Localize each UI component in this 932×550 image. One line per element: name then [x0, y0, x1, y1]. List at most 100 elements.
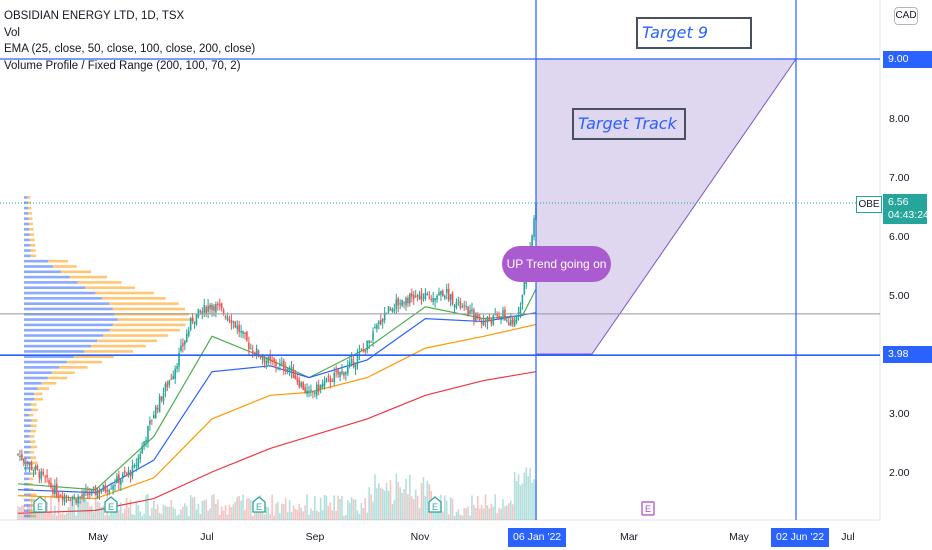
candle-body: [143, 441, 145, 446]
candle-body: [483, 320, 485, 325]
target-9-note[interactable]: Target 9: [636, 17, 752, 49]
symbol-title[interactable]: OBSIDIAN ENERGY LTD, 1D, TSX: [4, 8, 255, 25]
volume-profile-bar-up: [24, 403, 31, 406]
volume-bar: [516, 481, 518, 520]
candle-body: [170, 379, 172, 380]
candle-body: [421, 293, 423, 301]
volume-bar: [372, 502, 374, 520]
volume-bar: [23, 505, 25, 520]
candle-body: [415, 296, 417, 297]
volume-bar: [310, 508, 312, 520]
volume-bar: [483, 508, 485, 520]
candle-body: [122, 474, 124, 479]
volume-indicator-label[interactable]: Vol: [4, 25, 255, 42]
volume-bar: [487, 505, 489, 520]
volume-bar: [227, 514, 229, 520]
volume-profile-bar-up: [24, 366, 59, 369]
volume-bar: [167, 507, 169, 520]
uptrend-callout[interactable]: UP Trend going on: [502, 246, 611, 282]
volume-profile-bar-down: [31, 456, 36, 459]
volume-bar: [192, 497, 194, 520]
candle-body: [167, 382, 169, 386]
candle-body: [489, 318, 491, 321]
volume-profile-bar-up: [24, 387, 38, 390]
volume-bar: [203, 501, 205, 520]
candle-body: [324, 381, 326, 386]
time-tick-label: May: [729, 531, 750, 543]
candle-body: [165, 384, 167, 392]
candle-body: [209, 305, 211, 309]
volume-bar: [524, 473, 526, 520]
candle-body: [467, 306, 469, 316]
candle-body: [328, 376, 330, 377]
volume-bar: [300, 508, 302, 520]
ema-indicator-label[interactable]: EMA (25, close, 50, close, 100, close, 2…: [4, 41, 255, 58]
candle-body: [188, 330, 190, 335]
volume-bar: [108, 515, 110, 520]
volume-bar: [477, 496, 479, 520]
candle-body: [31, 463, 33, 470]
earnings-marker-label: E: [37, 502, 43, 512]
candle-body: [345, 372, 347, 375]
volume-profile-bar-up: [24, 260, 48, 263]
candle-body: [149, 421, 151, 425]
support-price-tag: 3.98: [883, 346, 932, 363]
candle-body: [17, 454, 19, 455]
volume-profile-bar-up: [24, 249, 30, 252]
candle-body: [366, 341, 368, 350]
volume-bar: [176, 516, 178, 520]
volume-profile-bar-down: [78, 281, 122, 284]
candle-body: [487, 317, 489, 322]
candle-body: [465, 306, 467, 307]
candle-body: [227, 317, 229, 320]
volume-bar: [271, 495, 273, 520]
candle-body: [231, 320, 233, 323]
candle-body: [254, 352, 256, 354]
candle-body: [392, 308, 394, 312]
candle-body: [331, 381, 333, 382]
candle-body: [320, 385, 322, 389]
candle-body: [376, 325, 378, 329]
candle-body: [264, 356, 266, 363]
volume-bar: [155, 509, 157, 520]
volume-profile-bar-down: [42, 382, 57, 385]
volume-bar: [25, 513, 27, 520]
target-track-note[interactable]: Target Track: [572, 108, 686, 140]
candle-body: [97, 491, 99, 498]
candle-body: [105, 486, 107, 492]
candle-body: [349, 362, 351, 367]
volume-profile-bar-down: [29, 217, 33, 220]
candle-body: [118, 475, 120, 484]
candle-body: [479, 317, 481, 321]
candle-body: [252, 351, 254, 354]
volume-bar: [205, 499, 207, 520]
volume-profile-label[interactable]: Volume Profile / Fixed Range (200, 100, …: [4, 58, 255, 75]
volume-profile-bar-up: [24, 196, 27, 199]
volume-bar: [54, 506, 56, 520]
candle-body: [271, 361, 273, 362]
volume-profile-bar-up: [24, 302, 109, 305]
volume-profile-bar-up: [24, 329, 110, 332]
volume-bar: [130, 499, 132, 520]
volume-bar: [285, 498, 287, 520]
volume-bar: [489, 508, 491, 520]
volume-profile-bar-down: [53, 265, 77, 268]
volume-bar: [520, 485, 522, 520]
candle-body: [93, 487, 95, 488]
volume-bar: [264, 514, 266, 520]
candle-body: [116, 476, 118, 483]
earnings-marker-label: E: [256, 502, 262, 512]
volume-profile-bar-down: [29, 478, 33, 481]
volume-bar: [122, 513, 124, 520]
volume-profile-bar-down: [29, 223, 33, 226]
candle-body: [266, 361, 268, 365]
candle-body: [434, 298, 436, 300]
volume-bar: [452, 499, 454, 520]
candle-body: [95, 487, 97, 495]
candle-body: [60, 495, 62, 497]
currency-badge[interactable]: CAD: [894, 7, 918, 25]
volume-profile-bar-up: [24, 345, 91, 348]
volume-bar: [275, 503, 277, 520]
volume-bar: [250, 500, 252, 520]
